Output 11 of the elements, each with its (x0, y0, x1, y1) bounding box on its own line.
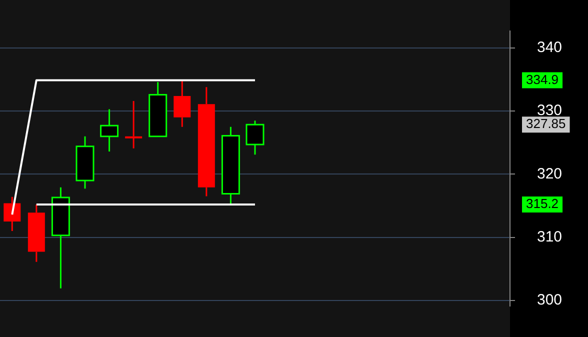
y-tick-label: 310 (537, 228, 562, 246)
candlestick (198, 86, 215, 198)
text: 334.9 (526, 72, 559, 87)
y-tick-label: 320 (537, 165, 562, 182)
candlestick (174, 78, 191, 128)
y-tick-label: 340 (537, 39, 562, 56)
candlestick (4, 196, 21, 232)
y-tick-label: 300 (537, 291, 562, 308)
candlestick (28, 204, 45, 263)
text: 315.2 (526, 196, 559, 212)
candlestick (125, 100, 142, 150)
